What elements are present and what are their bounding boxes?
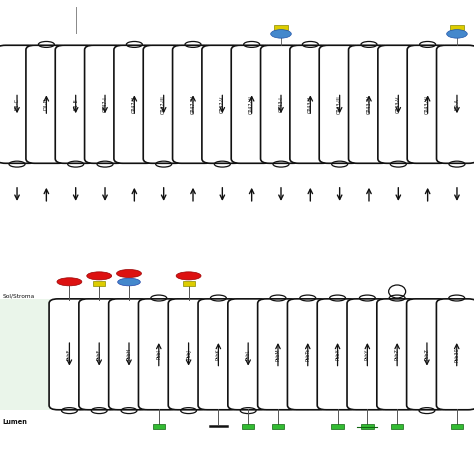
Text: CP43-V: CP43-V — [396, 96, 401, 113]
FancyBboxPatch shape — [138, 299, 179, 410]
FancyBboxPatch shape — [202, 46, 243, 163]
Text: PsbI: PsbI — [156, 349, 161, 359]
Bar — [391, 424, 403, 429]
Bar — [242, 424, 255, 429]
Ellipse shape — [176, 272, 201, 280]
FancyBboxPatch shape — [317, 299, 358, 410]
Text: CP43-III: CP43-III — [337, 95, 342, 114]
FancyBboxPatch shape — [168, 299, 209, 410]
Bar — [153, 424, 165, 429]
FancyBboxPatch shape — [377, 299, 418, 410]
Bar — [450, 25, 464, 30]
Bar — [274, 25, 288, 30]
Text: PsbE: PsbE — [67, 348, 72, 360]
Text: PsbL: PsbL — [246, 349, 251, 360]
FancyBboxPatch shape — [437, 46, 474, 163]
Text: Psb30: Psb30 — [454, 347, 459, 362]
Bar — [451, 424, 463, 429]
FancyBboxPatch shape — [143, 46, 184, 163]
Text: CP47-III: CP47-III — [161, 95, 166, 114]
FancyBboxPatch shape — [49, 299, 90, 410]
Text: Sol/Stroma: Sol/Stroma — [2, 293, 35, 299]
Bar — [331, 424, 344, 429]
Ellipse shape — [271, 29, 292, 38]
FancyBboxPatch shape — [407, 46, 448, 163]
Bar — [445, 47, 469, 161]
Bar — [5, 47, 88, 161]
Ellipse shape — [447, 29, 467, 38]
Text: CP43-I: CP43-I — [279, 96, 283, 112]
Text: CP47-II: CP47-II — [132, 96, 137, 113]
Text: D1-C: D1-C — [15, 98, 19, 110]
Text: D1-E: D1-E — [73, 99, 78, 110]
Text: PsbTc: PsbTc — [305, 348, 310, 361]
FancyBboxPatch shape — [84, 46, 126, 163]
Text: Lumen: Lumen — [2, 419, 27, 425]
FancyBboxPatch shape — [407, 299, 447, 410]
FancyBboxPatch shape — [378, 46, 419, 163]
Text: D1-D: D1-D — [44, 98, 49, 110]
Bar — [182, 281, 194, 285]
FancyBboxPatch shape — [198, 299, 239, 410]
Text: CP47-I: CP47-I — [102, 96, 108, 112]
FancyBboxPatch shape — [26, 46, 67, 163]
Bar — [93, 47, 264, 161]
FancyBboxPatch shape — [287, 299, 328, 410]
FancyBboxPatch shape — [228, 299, 268, 410]
FancyBboxPatch shape — [290, 46, 331, 163]
Text: PsbM: PsbM — [275, 348, 281, 361]
Text: PsbZ: PsbZ — [395, 348, 400, 360]
FancyBboxPatch shape — [173, 46, 213, 163]
FancyBboxPatch shape — [347, 299, 388, 410]
Bar — [361, 424, 374, 429]
Ellipse shape — [87, 272, 112, 280]
FancyBboxPatch shape — [437, 299, 474, 410]
Text: CP47-V: CP47-V — [220, 96, 225, 113]
Text: CP43-II: CP43-II — [308, 96, 313, 113]
Text: CP43-IV: CP43-IV — [366, 95, 372, 114]
Text: CP47-VI: CP47-VI — [249, 95, 254, 114]
Text: D2-A: D2-A — [455, 98, 459, 110]
FancyBboxPatch shape — [114, 46, 155, 163]
FancyBboxPatch shape — [348, 46, 390, 163]
FancyBboxPatch shape — [0, 46, 37, 163]
FancyBboxPatch shape — [258, 299, 298, 410]
Text: CP43-VI: CP43-VI — [425, 95, 430, 114]
Text: PsbH: PsbH — [127, 348, 131, 360]
Text: PsbX: PsbX — [335, 348, 340, 360]
FancyBboxPatch shape — [79, 299, 119, 410]
Text: CP47-IV: CP47-IV — [191, 95, 195, 114]
Text: PsbZ: PsbZ — [424, 348, 429, 360]
Ellipse shape — [57, 278, 82, 286]
FancyBboxPatch shape — [55, 46, 96, 163]
Bar — [269, 47, 440, 161]
FancyBboxPatch shape — [109, 299, 149, 410]
FancyBboxPatch shape — [261, 46, 301, 163]
Text: PsbK: PsbK — [216, 348, 221, 360]
Bar — [272, 424, 284, 429]
Bar — [93, 281, 105, 285]
Text: PsbY: PsbY — [365, 349, 370, 360]
Text: PsbF: PsbF — [97, 349, 102, 360]
FancyBboxPatch shape — [231, 46, 272, 163]
Ellipse shape — [118, 278, 140, 286]
Bar — [0, 299, 50, 410]
FancyBboxPatch shape — [319, 46, 360, 163]
Ellipse shape — [117, 269, 141, 278]
Text: PsbJ: PsbJ — [186, 349, 191, 359]
